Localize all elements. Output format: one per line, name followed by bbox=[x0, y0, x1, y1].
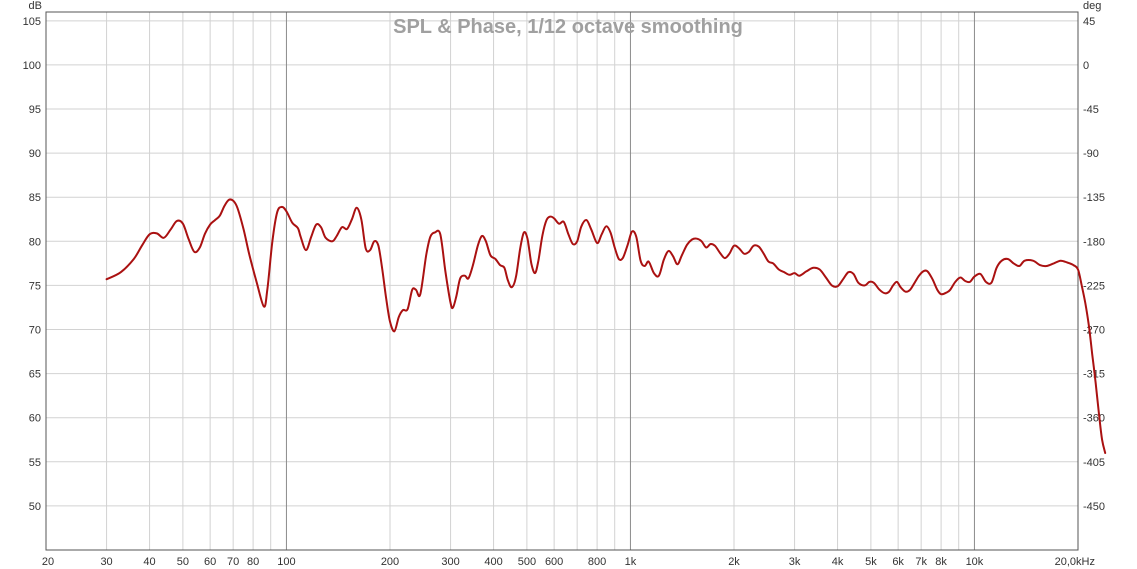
x-tick-label: 30 bbox=[100, 556, 112, 568]
x-tick-label: 20,0kHz bbox=[1055, 556, 1095, 568]
x-tick-label: 7k bbox=[915, 556, 927, 568]
y2-tick-label: -360 bbox=[1083, 413, 1105, 425]
y-tick-label: 60 bbox=[29, 413, 41, 425]
y-tick-label: 65 bbox=[29, 369, 41, 381]
y-tick-label: 95 bbox=[29, 104, 41, 116]
chart-title: SPL & Phase, 1/12 octave smoothing bbox=[393, 16, 743, 38]
y-tick-label: 80 bbox=[29, 236, 41, 248]
y-tick-label: 85 bbox=[29, 192, 41, 204]
x-tick-label: 40 bbox=[143, 556, 155, 568]
minor-gridlines bbox=[46, 12, 1078, 550]
x-tick-label: 800 bbox=[588, 556, 606, 568]
x-tick-label: 8k bbox=[935, 556, 947, 568]
y2-tick-label: -405 bbox=[1083, 457, 1105, 469]
y2-tick-label: 45 bbox=[1083, 16, 1095, 28]
x-tick-label: 80 bbox=[247, 556, 259, 568]
y-tick-label: 100 bbox=[23, 60, 41, 72]
x-tick-label: 600 bbox=[545, 556, 563, 568]
x-tick-label: 2k bbox=[728, 556, 740, 568]
x-tick-label: 5k bbox=[865, 556, 877, 568]
y2-tick-label: 0 bbox=[1083, 60, 1089, 72]
x-tick-label: 200 bbox=[381, 556, 399, 568]
x-tick-label: 100 bbox=[277, 556, 295, 568]
x-tick-label: 500 bbox=[518, 556, 536, 568]
y-tick-label: 70 bbox=[29, 325, 41, 337]
y-tick-label: 90 bbox=[29, 148, 41, 160]
x-tick-label: 50 bbox=[177, 556, 189, 568]
y2-tick-label: -135 bbox=[1083, 192, 1105, 204]
y2-tick-label: -225 bbox=[1083, 280, 1105, 292]
x-tick-label: 1k bbox=[625, 556, 637, 568]
x-tick-label: 10k bbox=[966, 556, 984, 568]
x-tick-label: 70 bbox=[227, 556, 239, 568]
y2-tick-label: -45 bbox=[1083, 104, 1099, 116]
y2-tick-label: -90 bbox=[1083, 148, 1099, 160]
y-tick-label: 105 bbox=[23, 16, 41, 28]
y-tick-label: 55 bbox=[29, 457, 41, 469]
x-tick-label: 400 bbox=[484, 556, 502, 568]
y-tick-label: 75 bbox=[29, 280, 41, 292]
x-tick-label: 60 bbox=[204, 556, 216, 568]
y2-tick-label: -180 bbox=[1083, 236, 1105, 248]
x-axis-ticks: 20 30 40 50 60 70 80 100 200 300 400 500 600 800 1k 2k 3… bbox=[42, 556, 1095, 568]
y-tick-label: 50 bbox=[29, 501, 41, 513]
y2-tick-label: -450 bbox=[1083, 501, 1105, 513]
x-tick-label: 6k bbox=[892, 556, 904, 568]
major-gridlines bbox=[285, 12, 975, 550]
series-group bbox=[105, 198, 1107, 454]
right-axis-unit: deg bbox=[1083, 0, 1101, 12]
y2-tick-label: -270 bbox=[1083, 325, 1105, 337]
x-tick-label: 4k bbox=[832, 556, 844, 568]
plot-frame bbox=[45, 11, 1079, 551]
left-axis-unit: dB bbox=[29, 0, 42, 12]
x-tick-label: 20 bbox=[42, 556, 54, 568]
x-tick-label: 3k bbox=[789, 556, 801, 568]
x-tick-label: 300 bbox=[441, 556, 459, 568]
spl-series-line bbox=[105, 198, 1107, 454]
left-axis-ticks: 105 100 95 90 85 80 75 70 65 60 55 50 bbox=[23, 16, 41, 513]
